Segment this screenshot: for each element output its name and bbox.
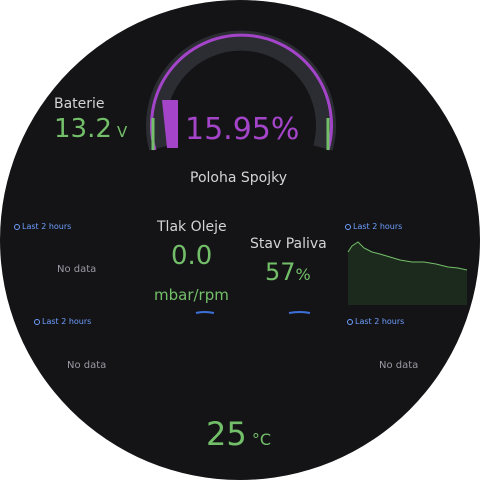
gauge-track bbox=[146, 30, 336, 151]
sparkline-line bbox=[347, 241, 468, 271]
panel-top-left-time[interactable]: Last 2 hours bbox=[14, 222, 71, 231]
temperature-stat: 25 °C bbox=[206, 415, 271, 453]
fuel-unit: % bbox=[295, 265, 311, 284]
oil-unit: mbar/rpm bbox=[154, 286, 229, 304]
fuel-label: Stav Paliva bbox=[250, 236, 327, 252]
panel-bottom-left-time[interactable]: Last 2 hours bbox=[34, 317, 91, 326]
panel-bottom-right-time[interactable]: Last 2 hours bbox=[347, 317, 404, 326]
battery-stat: 13.2 V bbox=[54, 114, 127, 144]
clutch-label: Poloha Spojky bbox=[190, 170, 287, 186]
oil-label: Tlak Oleje bbox=[157, 219, 227, 235]
temperature-value: 25 bbox=[206, 415, 247, 453]
sparkline-area bbox=[348, 242, 467, 305]
oil-value: 0.0 bbox=[171, 241, 213, 271]
battery-label: Baterie bbox=[54, 96, 105, 112]
temperature-unit: °C bbox=[251, 430, 271, 449]
clock-icon bbox=[14, 224, 20, 230]
fuel-value: 57 bbox=[265, 258, 296, 286]
mini-gauge-arc-left bbox=[195, 311, 215, 314]
gauge-fill bbox=[162, 100, 178, 148]
fuel-stat: 57% bbox=[265, 258, 311, 286]
clock-icon bbox=[345, 224, 351, 230]
clock-icon bbox=[34, 319, 40, 325]
gauge-outer-ring bbox=[150, 33, 333, 151]
panel-bottom-right-no-data: No data bbox=[379, 360, 419, 371]
clock-icon bbox=[347, 319, 353, 325]
battery-unit: V bbox=[116, 123, 128, 141]
clutch-value: 15.95% bbox=[185, 112, 300, 147]
mini-gauge-arc-right bbox=[288, 311, 311, 314]
battery-value: 13.2 bbox=[54, 114, 112, 144]
panel-top-right-time[interactable]: Last 2 hours bbox=[345, 222, 402, 231]
panel-top-left-no-data: No data bbox=[57, 264, 97, 275]
panel-bottom-left-no-data: No data bbox=[67, 360, 107, 371]
